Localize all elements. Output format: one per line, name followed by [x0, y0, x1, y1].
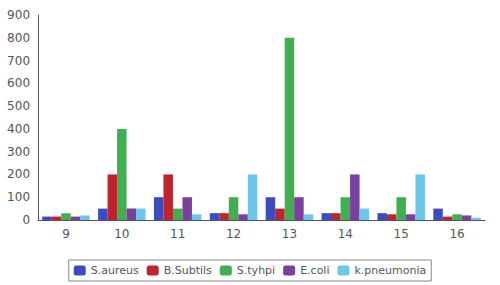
svg-text:15: 15	[394, 227, 409, 241]
svg-text:200: 200	[7, 167, 30, 181]
svg-text:300: 300	[7, 145, 30, 159]
svg-text:k.pneumonia: k.pneumonia	[354, 264, 426, 277]
svg-text:500: 500	[7, 99, 30, 113]
svg-text:700: 700	[7, 54, 30, 68]
svg-text:0: 0	[22, 213, 30, 227]
svg-text:12: 12	[226, 227, 241, 241]
svg-text:14: 14	[338, 227, 353, 241]
svg-text:S.aureus: S.aureus	[91, 264, 139, 277]
svg-text:10: 10	[114, 227, 129, 241]
svg-text:900: 900	[7, 8, 30, 22]
svg-text:11: 11	[170, 227, 185, 241]
svg-text:S.tyhpi: S.tyhpi	[237, 264, 275, 277]
svg-text:600: 600	[7, 76, 30, 90]
svg-text:16: 16	[449, 227, 464, 241]
svg-text:B.Subtils: B.Subtils	[164, 264, 212, 277]
svg-text:9: 9	[62, 227, 70, 241]
svg-text:E.coli: E.coli	[300, 264, 329, 277]
svg-text:100: 100	[7, 190, 30, 204]
svg-text:13: 13	[282, 227, 297, 241]
svg-text:800: 800	[7, 31, 30, 45]
svg-text:400: 400	[7, 122, 30, 136]
